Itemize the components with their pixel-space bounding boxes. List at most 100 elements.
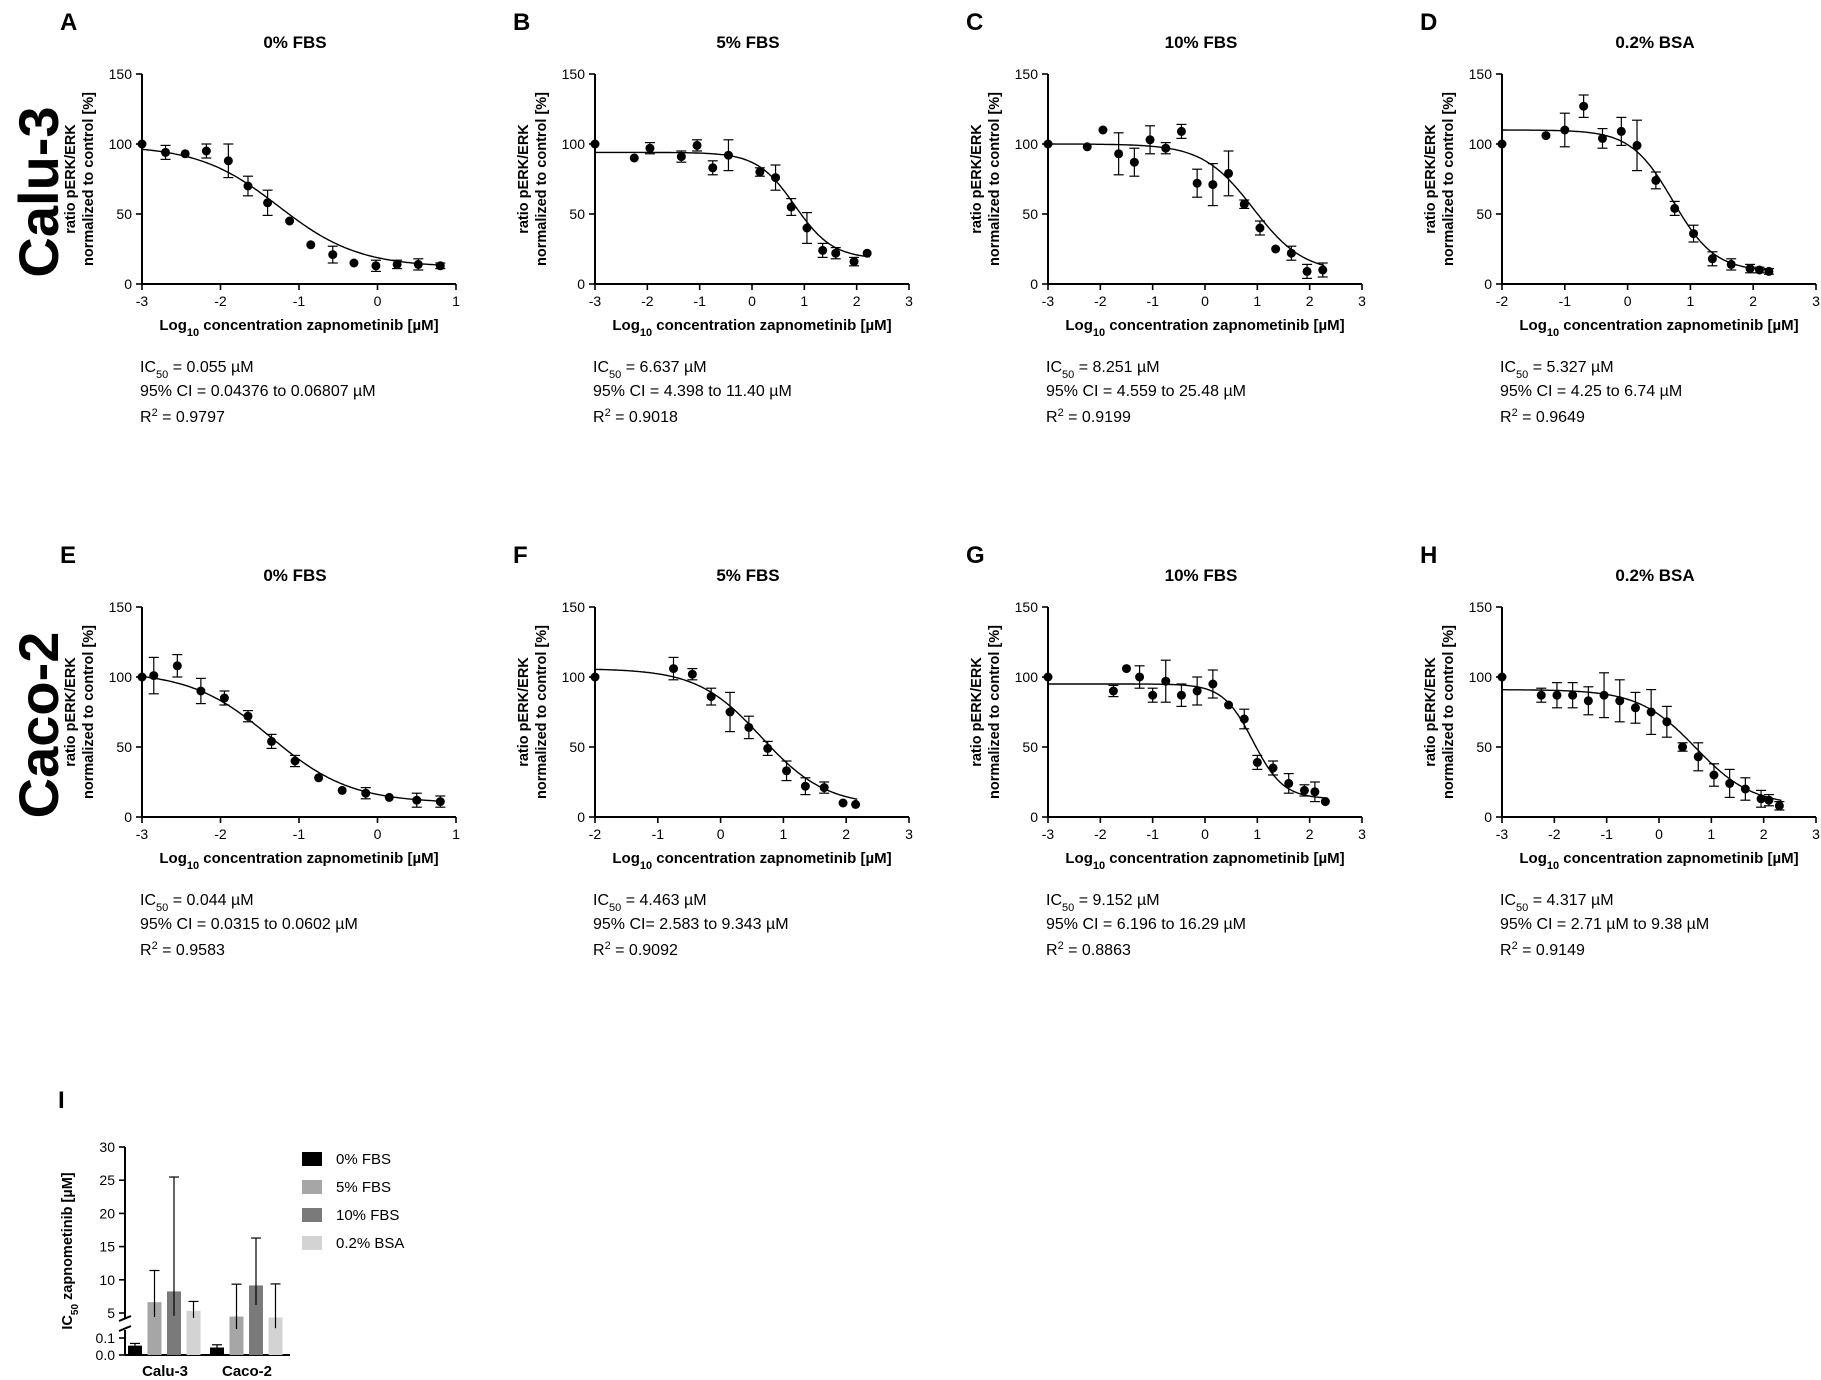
data-point <box>392 259 402 269</box>
data-point <box>1043 139 1053 149</box>
bar <box>249 1285 263 1355</box>
row-label-calu3: Calu-3 <box>7 106 70 277</box>
data-point <box>1224 700 1234 710</box>
y-tick-label: 100 <box>562 136 586 152</box>
data-point <box>744 722 754 732</box>
y-tick-label: 50 <box>1476 739 1492 755</box>
x-tick-label: -2 <box>589 826 602 842</box>
data-point <box>725 707 735 717</box>
data-point <box>384 792 394 802</box>
r2-text: R2 = 0.9649 <box>1500 407 1585 426</box>
data-point <box>1208 679 1218 689</box>
panel-letter: C <box>966 9 983 36</box>
ic50-text: IC50 = 4.463 µM <box>593 892 707 914</box>
data-point <box>629 153 639 163</box>
panel-f: F 5% FBS 0 50 100 150 -2 -1 0 1 2 3 Log10 concentrat… <box>513 542 913 959</box>
ic50-text: IC50 = 9.152 µM <box>1046 892 1160 914</box>
x-tick-label: -1 <box>1559 293 1572 309</box>
y-tick-label: 0.1 <box>96 1330 116 1346</box>
panel-title: 0.2% BSA <box>1615 33 1694 52</box>
x-tick-label: 1 <box>452 826 460 842</box>
data-point <box>1161 676 1171 686</box>
data-point <box>1271 244 1281 254</box>
data-point <box>267 736 277 746</box>
data-point <box>1122 664 1131 674</box>
ic50-text: IC50 = 0.044 µM <box>140 892 254 914</box>
data-point <box>1616 126 1626 136</box>
y-tick-label: 150 <box>1469 599 1493 615</box>
x-tick-label: 3 <box>1812 826 1820 842</box>
x-tick-label: 1 <box>1707 826 1715 842</box>
y-tick-label: 50 <box>116 739 132 755</box>
x-tick-label: 3 <box>1812 293 1820 309</box>
data-point <box>831 248 841 258</box>
ci-text: 95% CI = 0.04376 to 0.06807 µM <box>140 383 376 400</box>
data-point <box>706 692 716 702</box>
panel-title: 0% FBS <box>263 33 326 52</box>
x-tick-label: -3 <box>1042 826 1055 842</box>
ci-text: 95% CI= 2.583 to 9.343 µM <box>593 916 789 933</box>
x-axis-label: Log10 concentration zapnometinib [µM] <box>1519 850 1798 872</box>
data-point <box>1268 763 1278 773</box>
panel-title: 0.2% BSA <box>1615 566 1694 585</box>
data-point <box>196 686 206 696</box>
data-point <box>862 248 872 258</box>
row-label-caco2: Caco-2 <box>7 632 70 819</box>
ic50-text: IC50 = 4.317 µM <box>1500 892 1614 914</box>
legend-swatch <box>302 1208 322 1222</box>
data-point <box>1745 264 1755 274</box>
x-tick-label: -2 <box>1094 826 1107 842</box>
x-tick-label: -3 <box>589 293 602 309</box>
x-tick-label: -1 <box>1146 826 1159 842</box>
data-point <box>1161 143 1171 153</box>
data-point <box>1043 672 1053 682</box>
panel-letter: F <box>513 542 528 569</box>
data-point <box>1615 696 1625 706</box>
legend-label: 5% FBS <box>336 1179 391 1196</box>
y-tick-label: 0 <box>1030 809 1038 825</box>
panel-letter: H <box>1420 542 1437 569</box>
data-point <box>285 216 295 226</box>
ci-text: 95% CI = 6.196 to 16.29 µM <box>1046 916 1246 933</box>
bar <box>268 1317 283 1355</box>
y-tick-label: 50 <box>569 206 585 222</box>
x-tick-label: 1 <box>1253 293 1261 309</box>
data-point <box>1689 229 1699 239</box>
fit-curve <box>595 668 858 800</box>
data-point <box>800 781 810 791</box>
x-axis-label: Log10 concentration zapnometinib [µM] <box>159 850 438 872</box>
data-point <box>771 173 781 183</box>
panel-letter: D <box>1420 9 1437 36</box>
data-point <box>1678 742 1688 752</box>
data-point <box>1536 690 1546 700</box>
x-tick-label: 1 <box>1253 826 1261 842</box>
y-tick-label: 5 <box>107 1305 115 1321</box>
x-tick-label: 3 <box>1358 293 1366 309</box>
x-tick-label: 2 <box>1749 293 1757 309</box>
x-tick-label: 0 <box>1201 826 1209 842</box>
panel-letter: A <box>60 9 77 36</box>
y-tick-label: 10 <box>99 1272 115 1288</box>
legend-label: 0% FBS <box>336 1151 391 1168</box>
x-axis-label: Log10 concentration zapnometinib [µM] <box>1519 317 1798 339</box>
data-point <box>1082 142 1092 152</box>
data-point <box>314 773 324 783</box>
x-tick-label: 2 <box>1760 826 1768 842</box>
data-point <box>412 795 422 805</box>
data-point <box>1597 133 1607 143</box>
data-point <box>1108 686 1118 696</box>
y-tick-label: 150 <box>562 66 586 82</box>
data-point <box>1302 266 1312 276</box>
y-tick-label: 150 <box>562 599 586 615</box>
bar-panel-i: I 0.00.1 5 10 15 20 25 30 IC50 zapnometinib [µM]… <box>58 1087 404 1380</box>
data-point <box>1764 266 1774 276</box>
data-point <box>1192 686 1202 696</box>
data-point <box>137 672 147 682</box>
y-axis-label: ratio pERK/ERK normalized to control [%] <box>63 625 97 799</box>
x-axis-label: Log10 concentration zapnometinib [µM] <box>159 317 438 339</box>
y-axis-label: ratio pERK/ERK normalized to control [%] <box>63 92 97 266</box>
data-point <box>849 257 859 267</box>
legend-swatch <box>302 1180 322 1194</box>
data-point <box>1239 714 1249 724</box>
fit-curve <box>1048 683 1328 799</box>
